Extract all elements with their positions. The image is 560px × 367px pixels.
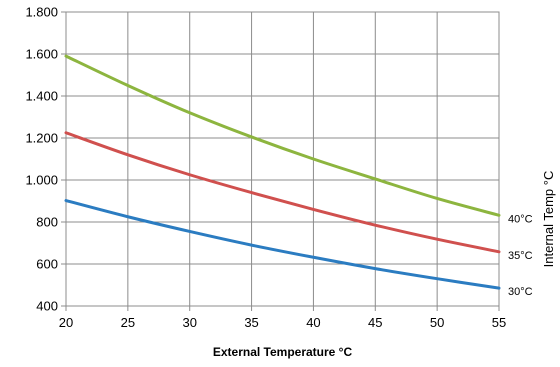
series-lines <box>64 54 501 290</box>
y-tick-label: 1.600 <box>25 47 58 62</box>
x-axis-ticks: 20 25 30 35 40 45 50 55 <box>59 306 506 330</box>
x-tick-label: 30 <box>182 315 196 330</box>
series-line-1 <box>64 131 501 254</box>
x-tick-label: 50 <box>430 315 444 330</box>
series-label-2: 30°C <box>508 286 533 298</box>
x-tick-label: 25 <box>121 315 135 330</box>
x-tick-label: 45 <box>368 315 382 330</box>
y-tick-label: 1.800 <box>25 5 58 20</box>
x-tick-label: 35 <box>244 315 258 330</box>
series-label-0: 40°C <box>508 213 533 225</box>
y-axis-label: Internal Temp °C <box>541 171 556 268</box>
y-tick-label: 400 <box>36 299 58 314</box>
series-line-0 <box>64 54 501 217</box>
x-tick-label: 40 <box>306 315 320 330</box>
y-tick-label: 600 <box>36 257 58 272</box>
y-tick-label: 1.000 <box>25 173 58 188</box>
x-tick-label: 20 <box>59 315 73 330</box>
series-labels: 40°C 35°C 30°C <box>508 213 533 298</box>
y-tick-label: 800 <box>36 215 58 230</box>
series-label-1: 35°C <box>508 250 533 262</box>
plot-area-frame <box>65 11 500 307</box>
grid-lines <box>65 11 500 307</box>
y-tick-label: 1.400 <box>25 89 58 104</box>
x-tick-label: 55 <box>492 315 506 330</box>
series-line-2 <box>64 199 501 290</box>
y-axis-ticks: 400 600 800 1.000 1.200 1.400 1.600 1.800 <box>25 5 66 314</box>
x-axis-label: External Temperature °C <box>213 345 353 359</box>
y-tick-label: 1.200 <box>25 131 58 146</box>
